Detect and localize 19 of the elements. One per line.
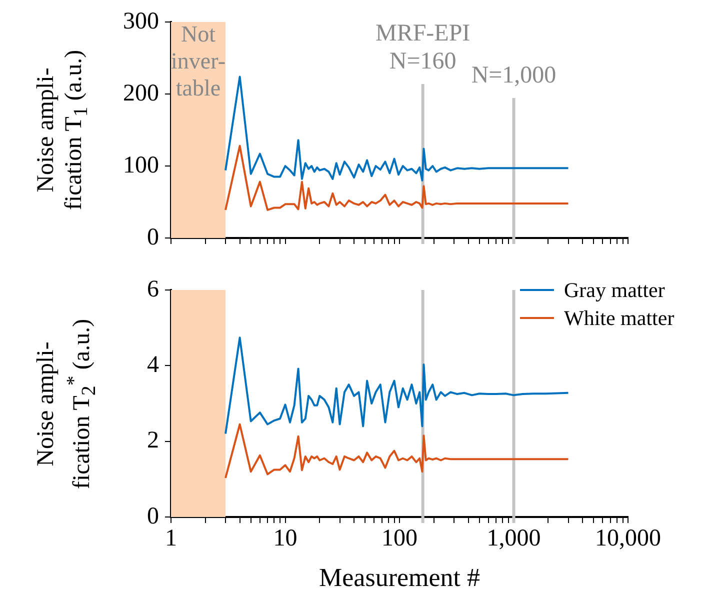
- x-tick-label: 1: [165, 526, 177, 552]
- x-tick-label: 10: [273, 526, 298, 552]
- x-axis-title: Measurement #: [318, 563, 480, 592]
- x-tick-label: 100: [382, 526, 418, 552]
- y-tick-label: 0: [147, 503, 159, 530]
- ref-line-label: N=1,000: [471, 62, 556, 88]
- band-label: Not inver- table: [171, 22, 226, 101]
- y-tick-label: 300: [123, 8, 159, 34]
- y-tick-label: 4: [147, 352, 159, 378]
- x-tick-label: 10,000: [595, 526, 661, 552]
- legend-label: Gray matter: [564, 278, 665, 302]
- y-tick-label: 100: [123, 152, 159, 178]
- x-tick-label: 1,000: [486, 526, 541, 552]
- legend-label: White matter: [564, 306, 674, 330]
- ref-line-label: MRF-EPI N=160: [375, 20, 470, 74]
- y-tick-label: 0: [147, 224, 159, 250]
- y-tick-label: 2: [147, 428, 159, 454]
- y-tick-label: 200: [123, 80, 159, 106]
- y-tick-label: 6: [147, 276, 159, 302]
